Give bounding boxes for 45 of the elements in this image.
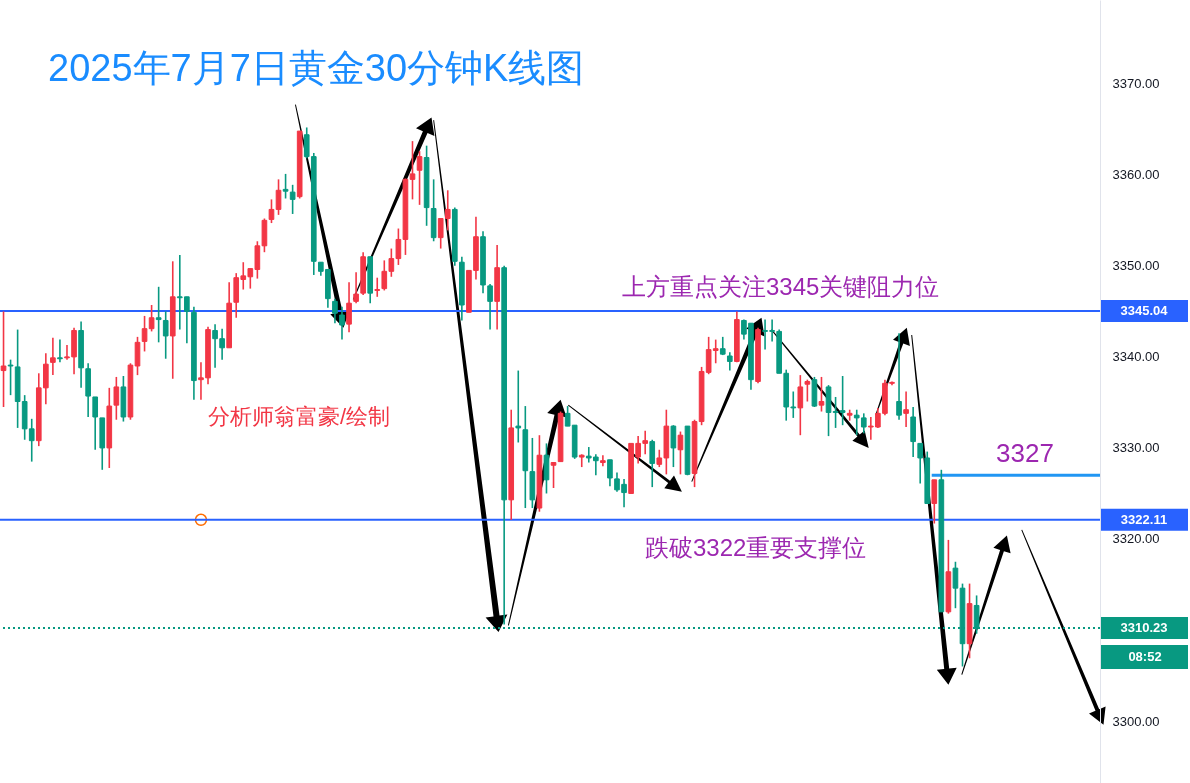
candlestick: [896, 332, 902, 421]
candlestick: [57, 338, 63, 364]
candlestick: [275, 178, 282, 216]
ref-line-label: 3345.04: [1120, 303, 1169, 319]
candlestick: [818, 376, 825, 413]
text: 08:52: [1128, 649, 1162, 664]
y-tick-label: 3330.00: [1112, 440, 1160, 456]
annotation: 跌破3322重要支撑位: [645, 534, 867, 561]
candlestick: [515, 369, 522, 444]
candlestick: [374, 276, 381, 298]
candlestick: [339, 306, 345, 341]
candlestick: [931, 479, 938, 525]
candlestick: [0, 310, 7, 408]
y-tick-label: 3370.00: [1112, 76, 1160, 92]
candlestick: [416, 150, 423, 206]
y-tick-label: 3300.00: [1112, 713, 1160, 729]
candlestick: [726, 351, 733, 372]
candlestick: [670, 424, 677, 468]
candlestick: [677, 430, 684, 476]
candlestick: [332, 297, 338, 325]
candlestick: [346, 281, 352, 334]
candlestick: [804, 378, 811, 403]
y-tick-label: 3350.00: [1112, 258, 1160, 274]
candlestick: [268, 198, 275, 224]
candlestick: [409, 140, 416, 201]
candlestick: [155, 286, 162, 344]
candlestick: [162, 310, 169, 360]
candlestick: [649, 438, 656, 488]
ref-line-label: 3310.23: [1120, 619, 1168, 635]
annotation: 分析师翁富豪/绘制: [208, 404, 391, 429]
ref-line-label: 3322.11: [1120, 511, 1168, 527]
y-tick-label: 3320.00: [1112, 531, 1160, 547]
y-tick-label: 3360.00: [1112, 167, 1160, 183]
candlestick: [952, 560, 959, 609]
annotation: 3327: [996, 438, 1054, 469]
annotation: 上方重点关注3345关键阻力位: [622, 273, 940, 300]
candlestick: [797, 374, 804, 436]
text: 2025年7月7日黄金30分钟K线图: [48, 47, 585, 89]
y-tick-label: 3340.00: [1112, 349, 1160, 365]
candlestick: [600, 454, 606, 467]
candlestick: [50, 336, 56, 376]
candlestick: [550, 461, 557, 489]
candlestick: [903, 390, 909, 428]
candlestick: [578, 453, 585, 468]
candlestick: [134, 336, 141, 376]
